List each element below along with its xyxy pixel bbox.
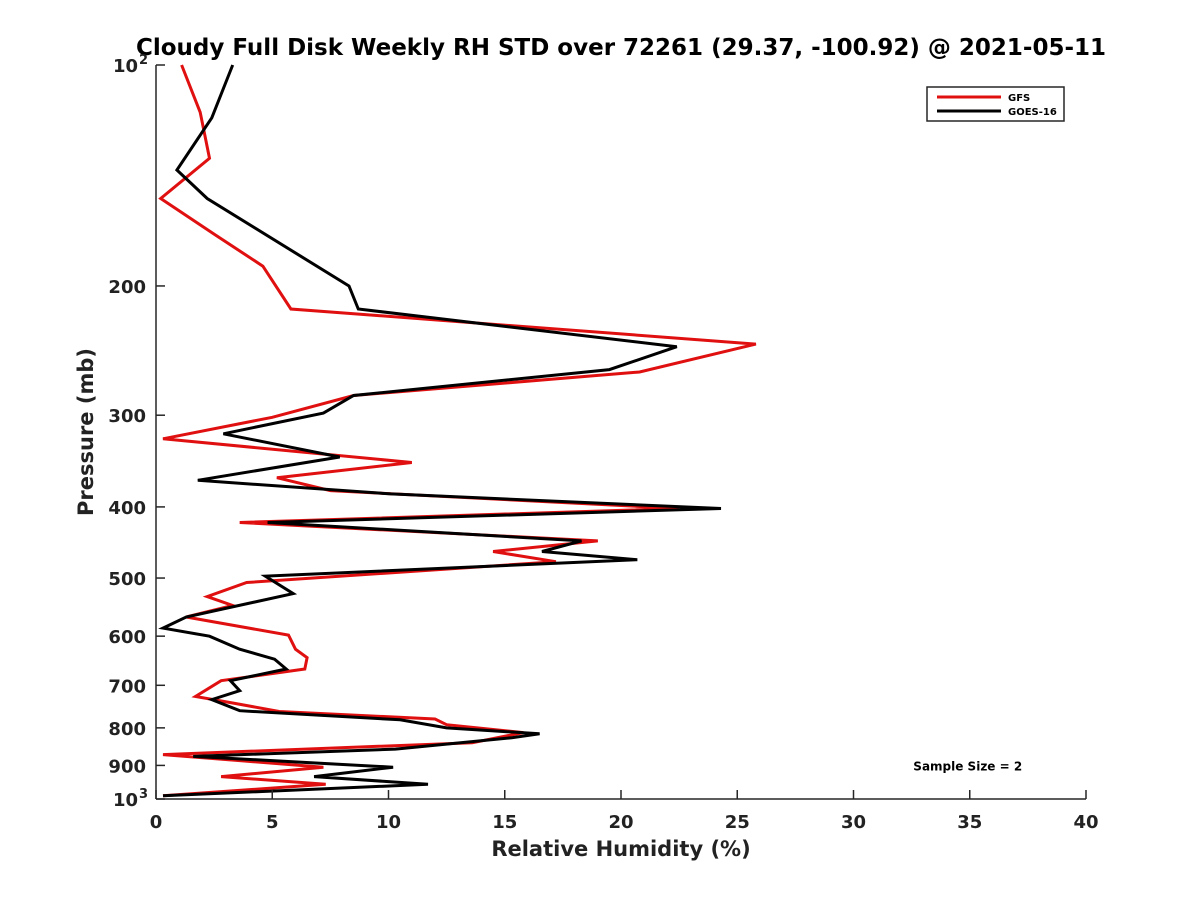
- x-tick-label: 10: [376, 812, 401, 833]
- y-tick-label: 10: [113, 56, 138, 77]
- y-tick-label: 10: [113, 790, 138, 811]
- y-tick-label: 400: [108, 498, 146, 519]
- y-tick-label: 600: [108, 627, 146, 648]
- y-tick-label: 300: [108, 406, 146, 427]
- y-axis-label: Pressure (mb): [74, 348, 98, 516]
- y-tick-label: 500: [108, 569, 146, 590]
- x-tick-label: 35: [957, 812, 982, 833]
- legend-box: [926, 86, 1065, 122]
- series-line-goes-16: [158, 64, 722, 798]
- y-tick-exponent: 2: [139, 53, 148, 68]
- y-tick-label: 700: [108, 676, 146, 697]
- y-tick-label: 900: [108, 756, 146, 777]
- chart-title: Cloudy Full Disk Weekly RH STD over 7226…: [136, 35, 1106, 61]
- x-tick-label: 25: [725, 812, 750, 833]
- x-tick-label: 5: [266, 812, 279, 833]
- x-tick-label: 30: [841, 812, 866, 833]
- legend: GFS GOES-16: [926, 86, 1065, 122]
- sample-size-annotation: Sample Size = 2: [913, 759, 1022, 773]
- x-tick-label: 40: [1073, 812, 1098, 833]
- y-tick-label: 800: [108, 719, 146, 740]
- legend-label: GOES-16: [1008, 107, 1057, 118]
- series-layer: [158, 64, 757, 798]
- series-line-gfs: [158, 64, 757, 798]
- legend-label: GFS: [1008, 93, 1030, 104]
- y-tick-exponent: 3: [139, 787, 148, 802]
- x-tick-label: 20: [608, 812, 633, 833]
- y-tick-label: 200: [108, 277, 146, 298]
- x-tick-label: 0: [150, 812, 163, 833]
- x-tick-label: 15: [492, 812, 517, 833]
- x-axis-label: Relative Humidity (%): [491, 837, 750, 861]
